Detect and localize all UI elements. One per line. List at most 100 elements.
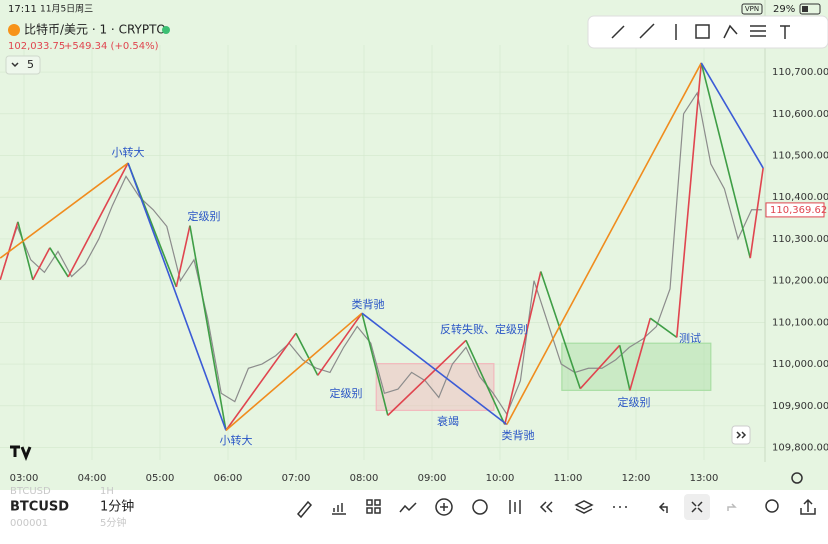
indicators-button[interactable]	[332, 503, 346, 515]
draw-button[interactable]	[296, 500, 313, 519]
annotation: 定级别	[330, 386, 363, 400]
market-status	[162, 26, 170, 34]
x-tick-label: 06:00	[214, 473, 243, 484]
ray-tool[interactable]	[639, 23, 655, 39]
templates-button[interactable]	[366, 499, 381, 514]
zigzag-segment	[540, 271, 582, 389]
zigzag-segment	[175, 225, 191, 288]
x-tick-label: 09:00	[418, 473, 447, 484]
prev-symbol: BTCUSD	[10, 486, 51, 497]
battery-fill	[802, 6, 808, 12]
trend-segment	[127, 162, 227, 431]
y-tick-label: 110,600.00	[772, 109, 828, 120]
zigzag-segment	[618, 345, 631, 391]
y-tick-label: 110,700.00	[772, 67, 828, 78]
x-tick-label: 07:00	[282, 473, 311, 484]
zigzag-segment	[17, 221, 34, 281]
annotation: 小转大	[220, 433, 253, 447]
status-time: 17:11	[8, 4, 37, 15]
next-symbol: 000001	[10, 518, 48, 529]
zigzag-segment	[317, 312, 363, 376]
y-tick-label: 109,900.00	[772, 401, 828, 412]
interval-picker[interactable]: 1分钟	[100, 499, 134, 515]
next-interval: 5分钟	[100, 516, 126, 529]
chevron	[11, 62, 19, 68]
trend-segment	[700, 62, 764, 169]
zigzag-segment	[676, 62, 703, 338]
zigzag-segment	[503, 271, 542, 425]
zigzag-segment	[32, 247, 51, 281]
range-box	[375, 363, 495, 411]
logo	[10, 445, 32, 462]
symbol-title[interactable]: 比特币/美元 · 1 · CRYPTO	[24, 22, 166, 37]
redo-button[interactable]	[727, 503, 737, 511]
x-tick-label: 05:00	[146, 473, 175, 484]
annotation: 小转大	[112, 145, 145, 159]
layers-button[interactable]	[574, 500, 594, 514]
annotation: 定级别	[188, 209, 221, 223]
last-price-tag	[765, 202, 825, 218]
bar-type-button[interactable]	[509, 500, 521, 514]
undo-button[interactable]	[658, 502, 668, 513]
compare-button[interactable]	[399, 502, 417, 513]
alert-button[interactable]	[472, 499, 488, 515]
y-tick-label: 110,100.00	[772, 317, 828, 328]
zigzag-segment	[67, 162, 129, 278]
zigzag-segment	[749, 167, 764, 259]
zigzag-segment	[629, 317, 652, 391]
x-tick-label: 04:00	[78, 473, 107, 484]
add-button[interactable]	[435, 498, 453, 516]
pattern-tool[interactable]	[723, 24, 738, 39]
share-button[interactable]	[800, 498, 816, 515]
indicator-toggle[interactable]	[5, 55, 41, 75]
y-tick-label: 110,500.00	[772, 151, 828, 162]
zigzag-segment	[387, 339, 467, 416]
y-tick-label: 110,200.00	[772, 276, 828, 287]
zigzag-segment	[579, 344, 621, 390]
battery-level: 29%	[773, 4, 795, 15]
settings-button[interactable]	[791, 472, 803, 484]
fullscreen-button[interactable]	[691, 501, 703, 513]
trend-line-tool[interactable]	[611, 25, 625, 39]
x-tick-label: 08:00	[350, 473, 379, 484]
last-price: 102,033.75	[8, 41, 65, 52]
annotation: 衰竭	[437, 414, 459, 428]
zigzag-segment	[649, 317, 678, 339]
x-tick-label: 12:00	[622, 473, 651, 484]
ideas-button[interactable]	[765, 499, 779, 513]
trend-segment	[225, 312, 363, 431]
rectangle-tool[interactable]	[695, 24, 710, 39]
replay-button[interactable]	[539, 501, 553, 513]
y-tick-label: 109,800.00	[772, 442, 828, 453]
fib-tool[interactable]	[750, 25, 766, 37]
scroll-icon	[736, 431, 747, 439]
zigzag-segment	[465, 339, 506, 425]
zigzag-segment	[225, 332, 297, 431]
toolbar-icons	[611, 23, 790, 40]
vpn-text: VPN	[745, 5, 759, 13]
y-tick-label: 110,000.00	[772, 359, 828, 370]
last-price-label: 110,369.62	[770, 205, 827, 216]
x-tick-label: 10:00	[486, 473, 515, 484]
y-tick-label: 110,300.00	[772, 234, 828, 245]
battery-icon	[799, 3, 821, 15]
annotation: 定级别	[618, 395, 651, 409]
chart-background	[0, 0, 828, 490]
text-tool[interactable]	[780, 25, 790, 39]
prev-interval: 1H	[100, 486, 114, 497]
zigzag-segment	[295, 332, 319, 376]
fullscreen-bg	[684, 494, 710, 520]
trend-segment	[0, 162, 129, 259]
price-change: +549.34 (+0.54%)	[64, 41, 159, 52]
annotation: 类背驰	[502, 428, 535, 442]
symbol-picker[interactable]: BTCUSD	[10, 500, 69, 515]
indicator-count: 5	[27, 58, 34, 71]
zigzag-segment	[49, 247, 69, 278]
y-tick-label: 110,400.00	[772, 192, 828, 203]
status-date: 11月5日周三	[40, 4, 93, 15]
plot: 109,800.00 109,900.00 110,000.00 110,100.00…	[0, 0, 828, 484]
trend-segment	[506, 62, 702, 425]
trend-segment	[361, 312, 508, 426]
annotation: 反转失败、定级别	[440, 322, 528, 336]
